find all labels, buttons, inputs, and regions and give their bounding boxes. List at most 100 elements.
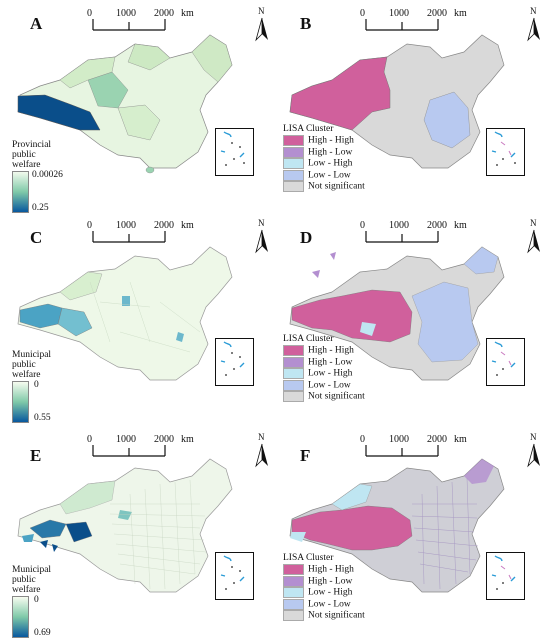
legend-f: LISA Cluster High - High High - Low Low - … <box>283 553 365 622</box>
north-arrow-icon: N <box>255 432 269 468</box>
scale-unit: km <box>454 8 467 19</box>
scale-unit: km <box>181 220 194 231</box>
legend-item-label: Low - Low <box>308 599 351 610</box>
lisa-legend-item: Not significant <box>283 610 365 622</box>
map-d <box>289 246 505 381</box>
lisa-legend-item: Low - Low <box>283 169 365 182</box>
scale-mid: 1000 <box>389 434 409 445</box>
legend-item-label: Not significant <box>308 391 365 402</box>
scale-max: 2000 <box>427 220 447 231</box>
legend-min: 0.00026 <box>32 170 63 180</box>
lisa-legend-items: High - High High - Low Low - High Low - Low… <box>283 345 365 403</box>
legend-d: LISA Cluster High - High High - Low Low - … <box>283 334 365 403</box>
north-label: N <box>530 6 537 16</box>
legend-swatch <box>283 368 304 379</box>
north-arrow-icon: N <box>527 218 541 254</box>
panel-label-c: C <box>30 228 43 247</box>
legend-min: 0 <box>34 595 39 605</box>
legend-swatch <box>283 135 304 146</box>
legend-item-label: High - Low <box>308 147 353 158</box>
legend-item-label: Low - Low <box>308 380 351 391</box>
legend-b: LISA Cluster High - High High - Low Low - … <box>283 124 365 193</box>
legend-item-label: Not significant <box>308 610 365 621</box>
lisa-legend-item: Low - High <box>283 368 365 380</box>
scale-zero: 0 <box>87 434 92 445</box>
legend-item-label: Low - High <box>308 158 353 169</box>
legend-swatch <box>283 169 304 181</box>
scale-bar-f: 0 1000 2000 km <box>360 434 467 457</box>
scale-mid: 1000 <box>116 8 136 19</box>
legend-swatch <box>283 610 304 621</box>
map-c <box>17 246 233 381</box>
legend-item-label: Low - High <box>308 368 353 379</box>
legend-swatch <box>283 564 304 575</box>
legend-swatch <box>283 391 304 402</box>
legend-item-label: Low - Low <box>308 170 351 181</box>
legend-title: LISA Cluster <box>283 124 334 134</box>
panel-label-b: B <box>300 14 312 33</box>
south-china-sea-inset <box>486 338 525 386</box>
lisa-legend-item: Low - High <box>283 587 365 599</box>
legend-swatch <box>283 598 304 610</box>
color-ramp <box>12 171 29 213</box>
panel-label-a: A <box>30 14 43 33</box>
scale-max: 2000 <box>427 8 447 19</box>
scale-max: 2000 <box>427 434 447 445</box>
scale-mid: 1000 <box>116 220 136 231</box>
north-label: N <box>258 218 265 228</box>
legend-swatch <box>283 575 304 587</box>
legend-swatch <box>283 345 304 356</box>
south-china-sea-inset <box>486 552 525 600</box>
legend-title: Provincial public welfare <box>12 140 52 170</box>
scale-zero: 0 <box>360 8 365 19</box>
scale-zero: 0 <box>87 8 92 19</box>
lisa-legend-item: Not significant <box>283 181 365 193</box>
map-a <box>17 34 233 174</box>
scale-zero: 0 <box>360 434 365 445</box>
scale-unit: km <box>181 8 194 19</box>
lisa-legend-item: Low - Low <box>283 598 365 611</box>
lisa-legend-items: High - High High - Low Low - High Low - Low… <box>283 564 365 622</box>
legend-swatch <box>283 146 304 158</box>
map-b <box>289 34 505 169</box>
scale-bar-a: 0 1000 2000 km <box>87 8 194 31</box>
lisa-legend-item: High - High <box>283 345 365 357</box>
legend-item-label: High - Low <box>308 576 353 587</box>
south-china-sea-inset <box>215 338 254 386</box>
legend-swatch <box>283 356 304 368</box>
legend-title: LISA Cluster <box>283 334 334 344</box>
scale-bar-b: 0 1000 2000 km <box>360 8 467 31</box>
north-arrow-icon: N <box>255 6 269 42</box>
north-label: N <box>530 218 537 228</box>
scale-max: 2000 <box>154 220 174 231</box>
scale-bar-d: 0 1000 2000 km <box>360 220 467 243</box>
scale-zero: 0 <box>360 220 365 231</box>
scale-zero: 0 <box>87 220 92 231</box>
map-f <box>289 458 505 593</box>
legend-title: LISA Cluster <box>283 553 334 563</box>
lisa-legend-item: Not significant <box>283 391 365 403</box>
scale-mid: 1000 <box>389 8 409 19</box>
scale-ticks <box>92 19 166 31</box>
legend-item-label: High - High <box>308 345 354 356</box>
scale-mid: 1000 <box>116 434 136 445</box>
scale-unit: km <box>181 434 194 445</box>
south-china-sea-inset <box>486 128 525 176</box>
panel-label-f: F <box>300 446 311 465</box>
panel-label-e: E <box>30 446 42 465</box>
scale-max: 2000 <box>154 434 174 445</box>
lisa-legend-item: High - High <box>283 135 365 147</box>
legend-swatch <box>283 379 304 391</box>
north-label: N <box>258 6 265 16</box>
scale-bar-c: 0 1000 2000 km <box>87 220 194 243</box>
color-ramp <box>12 596 29 638</box>
lisa-legend-items: High - High High - Low Low - High Low - Low… <box>283 135 365 193</box>
legend-item-label: High - High <box>308 135 354 146</box>
legend-swatch <box>283 158 304 169</box>
color-ramp <box>12 381 29 423</box>
legend-a: Provincial public welfare 0.00026 0.25 <box>12 140 63 213</box>
legend-c: Municipal public welfare 0 0.55 <box>12 350 51 423</box>
legend-title: Municipal public welfare <box>12 565 52 595</box>
legend-title: Municipal public welfare <box>12 350 52 380</box>
north-arrow-icon: N <box>527 432 541 468</box>
